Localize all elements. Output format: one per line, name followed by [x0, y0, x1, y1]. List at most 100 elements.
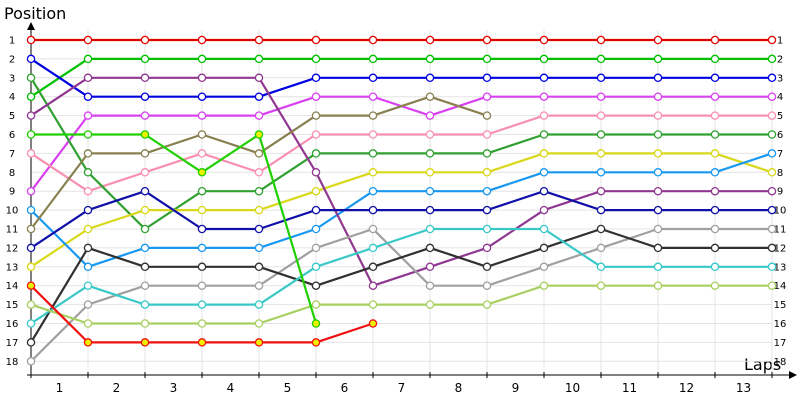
data-point	[311, 73, 321, 83]
data-point	[482, 168, 492, 177]
data-point	[710, 168, 720, 177]
data-point	[368, 300, 378, 309]
data-point	[197, 338, 207, 347]
series-line	[30, 190, 772, 249]
data-point	[368, 243, 378, 253]
data-point	[26, 262, 36, 272]
data-point	[254, 92, 264, 101]
data-point	[539, 205, 549, 215]
x-tick-label: 11	[622, 381, 637, 395]
data-point	[539, 243, 549, 253]
data-point	[710, 205, 720, 215]
data-point	[425, 149, 435, 158]
data-point	[311, 168, 321, 177]
data-point	[368, 92, 378, 101]
data-point	[311, 338, 321, 347]
data-point	[596, 92, 606, 101]
series-line	[30, 77, 772, 231]
data-point	[140, 35, 150, 45]
x-tick-label: 10	[565, 381, 580, 395]
data-point	[254, 186, 264, 196]
series-line	[30, 57, 772, 98]
data-point	[767, 35, 777, 45]
data-point	[26, 149, 36, 158]
y-tick-label-left: 10	[6, 206, 19, 217]
data-point	[425, 54, 435, 64]
data-point	[197, 73, 207, 83]
data-point	[140, 111, 150, 120]
data-point	[254, 73, 264, 83]
data-point	[596, 168, 606, 177]
data-point	[197, 35, 207, 45]
data-point	[539, 224, 549, 234]
x-tick-label: 8	[455, 381, 463, 395]
data-point	[26, 205, 36, 215]
data-point	[140, 224, 150, 234]
series-line	[30, 57, 772, 98]
y-tick-label-left: 8	[9, 168, 15, 179]
data-point	[767, 73, 777, 83]
data-point	[197, 149, 207, 158]
data-point	[83, 262, 93, 272]
data-point	[368, 262, 378, 272]
data-point	[425, 281, 435, 290]
data-point	[653, 281, 663, 290]
data-point	[767, 224, 777, 234]
data-point	[197, 54, 207, 64]
data-point	[539, 186, 549, 196]
data-point	[539, 262, 549, 272]
data-point	[197, 243, 207, 253]
data-point	[653, 111, 663, 120]
data-point	[596, 111, 606, 120]
data-point	[368, 111, 378, 120]
data-point	[482, 35, 492, 45]
data-point	[596, 262, 606, 272]
data-point	[311, 54, 321, 64]
data-point	[710, 92, 720, 101]
data-point	[368, 35, 378, 45]
data-point	[83, 243, 93, 253]
data-point	[140, 168, 150, 177]
data-point	[26, 243, 36, 253]
data-point	[767, 149, 777, 158]
data-point	[710, 54, 720, 64]
data-point	[425, 111, 435, 120]
data-point	[710, 224, 720, 234]
data-point	[710, 281, 720, 290]
data-point	[425, 168, 435, 177]
data-point	[368, 224, 378, 234]
data-point	[653, 262, 663, 272]
y-tick-label-left: 14	[6, 281, 19, 292]
data-point	[26, 54, 36, 64]
data-point	[311, 92, 321, 101]
data-point	[254, 319, 264, 328]
data-point	[710, 149, 720, 158]
y-tick-label-left: 13	[6, 262, 19, 273]
data-point	[254, 281, 264, 290]
data-point	[482, 149, 492, 158]
data-point	[311, 111, 321, 120]
y-tick-label-left: 6	[9, 130, 15, 141]
data-point	[596, 186, 606, 196]
data-point	[26, 338, 36, 347]
y-tick-label-left: 7	[9, 149, 15, 160]
y-tick-label-right: 12	[774, 243, 787, 254]
y-tick-label-left: 2	[9, 54, 15, 65]
data-point	[710, 130, 720, 139]
data-point	[254, 149, 264, 158]
data-point	[539, 92, 549, 101]
data-point	[767, 243, 777, 253]
data-point	[767, 205, 777, 215]
y-tick-label-left: 9	[9, 187, 15, 198]
data-point	[140, 262, 150, 272]
data-point	[653, 54, 663, 64]
data-point	[311, 205, 321, 215]
series-line	[30, 227, 772, 325]
y-tick-label-left: 4	[9, 92, 15, 103]
y-tick-label-left: 18	[6, 357, 19, 368]
data-point	[197, 168, 207, 177]
data-point	[539, 281, 549, 290]
data-point	[482, 92, 492, 101]
data-point	[425, 243, 435, 253]
data-point	[83, 300, 93, 309]
